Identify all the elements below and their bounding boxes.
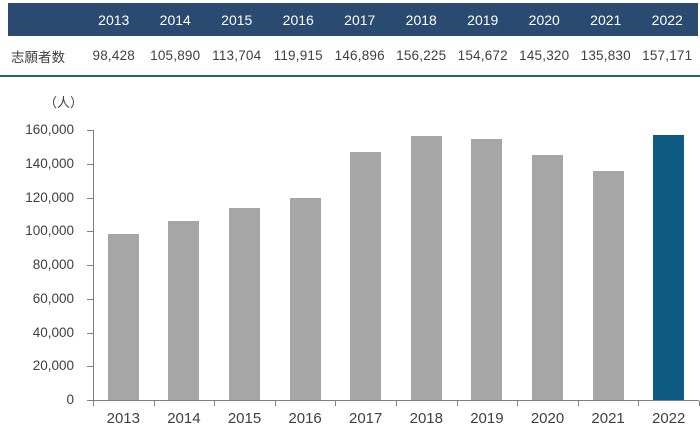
bar-2017 (350, 152, 382, 400)
y-axis-line (93, 130, 94, 401)
table-header-year: 2013 (98, 11, 130, 28)
table-cell-value: 135,830 (580, 48, 631, 63)
table-cell-value: 146,896 (334, 48, 385, 63)
table-cell-value: 98,428 (92, 48, 135, 63)
table-header-year: 2018 (405, 11, 437, 28)
x-axis-tick (335, 401, 337, 406)
bar-2016 (289, 197, 321, 400)
bar-2013 (107, 233, 139, 400)
y-axis-unit-label: （人） (44, 95, 84, 110)
x-axis-category-label: 2019 (470, 410, 504, 427)
y-axis-tick-label: 160,000 (25, 122, 74, 137)
bar-2022 (653, 134, 685, 400)
table-cell-value: 113,704 (212, 48, 262, 63)
x-axis-category-label: 2013 (106, 410, 140, 427)
bar-2014 (168, 221, 200, 400)
bar-2021 (592, 170, 624, 400)
y-axis-tick-label: 140,000 (25, 155, 74, 171)
y-axis-tick (87, 231, 93, 233)
x-axis-category-label: 2022 (652, 410, 686, 427)
x-axis-category-label: 2021 (591, 410, 625, 427)
y-axis-tick (87, 163, 93, 165)
y-axis-tick-label: 80,000 (32, 257, 74, 272)
table-header-year: 2017 (344, 11, 376, 28)
table-header-year: 2015 (221, 11, 253, 28)
y-axis-tick (87, 265, 93, 266)
y-axis-tick (87, 400, 93, 401)
y-axis-tick (87, 197, 93, 199)
y-axis-tick-label: 40,000 (32, 324, 74, 340)
x-axis-tick (577, 401, 579, 406)
y-axis-tick-label: 60,000 (32, 290, 74, 306)
y-axis-tick (87, 332, 93, 334)
table-cell-value: 145,320 (519, 48, 570, 63)
table-cell-value: 105,890 (150, 48, 201, 63)
bar-2019 (471, 138, 503, 400)
y-axis-tick-label: 120,000 (25, 189, 74, 205)
table-cell-value: 156,225 (396, 48, 447, 63)
applicants-table: 2013 2014 2015 2016 2017 2018 2019 2020 2021 2022… (8, 3, 698, 75)
table-value-row: 志願者数 98,428 105,890 113,704 119,915 146,896 1… (8, 36, 698, 75)
y-axis-tick-label: 100,000 (25, 223, 74, 239)
x-axis-tick (214, 401, 216, 406)
table-bottom-border (0, 75, 700, 77)
table-header-year: 2016 (282, 11, 314, 28)
bar-2020 (532, 154, 563, 400)
x-axis-category-label: 2014 (167, 410, 201, 427)
table-header-year: 2020 (528, 11, 560, 28)
x-axis-tick (274, 401, 276, 406)
x-axis-category-label: 2020 (530, 410, 565, 427)
y-axis-tick (87, 366, 93, 368)
x-axis-category-label: 2018 (409, 410, 443, 427)
table-cell-value: 157,171 (642, 48, 693, 63)
bar-2015 (229, 208, 260, 400)
table-header-year: 2022 (651, 11, 683, 28)
x-axis-tick (153, 401, 155, 406)
table-row-label: 志願者数 (11, 49, 65, 65)
table-cell-value: 119,915 (273, 48, 323, 63)
bar-2018 (410, 136, 442, 400)
y-axis-tick (87, 130, 93, 131)
x-axis-tick (517, 401, 519, 406)
x-axis-line (93, 400, 699, 401)
table-header-row: 2013 2014 2015 2016 2017 2018 2019 2020 2021 2022 (8, 3, 698, 36)
table-header-year: 2014 (159, 11, 191, 28)
table-cell-value: 154,672 (457, 48, 508, 63)
y-axis-tick (87, 298, 93, 300)
y-axis-tick-label: 20,000 (32, 358, 74, 374)
x-axis-tick (456, 401, 458, 406)
x-axis-tick (93, 401, 94, 406)
x-axis-tick (396, 401, 397, 406)
table-header-year: 2019 (467, 11, 499, 28)
y-axis-tick-label: 0 (66, 392, 74, 407)
x-axis-category-label: 2016 (288, 410, 322, 427)
x-axis-category-label: 2017 (349, 410, 383, 427)
x-axis-tick (638, 401, 640, 406)
table-header-year: 2021 (590, 11, 622, 28)
x-axis-category-label: 2015 (227, 410, 262, 427)
